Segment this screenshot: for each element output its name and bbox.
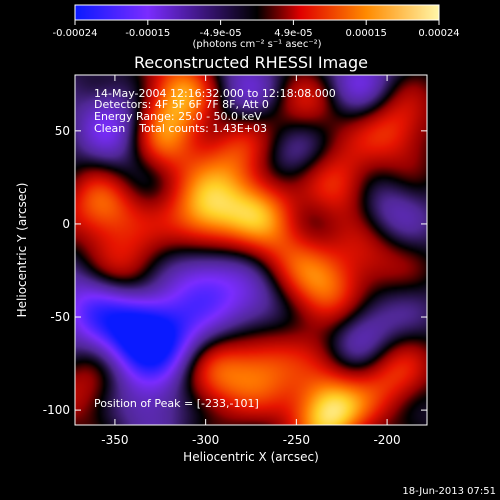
colorbar-tick-label: 4.9e-05 [274,28,312,39]
y-tick-label: -50 [50,310,70,324]
x-axis-ticks: -350 -300 -250 -200 [101,75,401,447]
colorbar-ticks: -0.00024 -0.00015 -4.9e-05 4.9e-05 0.00015 0.… [53,20,460,39]
colorbar-tick-label: -4.9e-05 [200,28,242,39]
colorbar-gradient [74,4,440,21]
generation-timestamp: 18-Jun-2013 07:51 [402,486,496,497]
y-axis-label: Heliocentric Y (arcsec) [15,183,29,318]
colorbar-units: (photons cm⁻² s⁻¹ asec⁻²) [192,39,321,50]
colorbar-tick-label: -0.00024 [53,28,98,39]
x-tick-label: -300 [192,433,219,447]
y-axis-ticks: -100 -50 0 50 [43,124,427,417]
colorbar-tick-label: 0.00015 [346,28,387,39]
y-tick-label: -100 [43,403,70,417]
x-tick-label: -350 [101,433,128,447]
colorbar-tick-label: 0.00024 [418,28,459,39]
peak-position-label: Position of Peak = [-233,-101] [94,397,259,410]
annotation-time-range: 14-May-2004 12:16:32.000 to 12:18:08.000 [94,87,336,100]
info-annotation: 14-May-2004 12:16:32.000 to 12:18:08.000… [94,87,336,135]
x-tick-label: -250 [283,433,310,447]
y-tick-label: 50 [55,124,70,138]
annotation-detectors: Detectors: 4F 5F 6F 7F 8F, Att 0 [94,98,269,111]
heatmap-plot-area: -350 -300 -250 -200 -100 -50 0 50 [43,74,428,447]
colorbar-tick-label: -0.00015 [125,28,170,39]
annotation-clean-counts: Clean Total counts: 1.43E+03 [94,122,267,135]
x-tick-label: -200 [373,433,400,447]
colorbar: -0.00024 -0.00015 -4.9e-05 4.9e-05 0.00015 0.… [53,4,460,50]
annotation-energy-range: Energy Range: 25.0 - 50.0 keV [94,110,262,123]
plot-frame [74,74,428,426]
heatmap-image [75,75,427,425]
y-tick-label: 0 [62,217,70,231]
x-axis-label: Heliocentric X (arcsec) [183,450,319,464]
chart-title: Reconstructed RHESSI Image [134,53,368,72]
